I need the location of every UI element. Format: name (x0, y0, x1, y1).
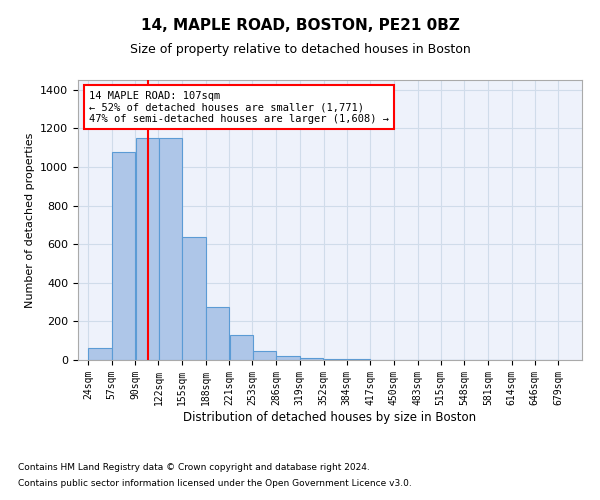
X-axis label: Distribution of detached houses by size in Boston: Distribution of detached houses by size … (184, 410, 476, 424)
Text: Size of property relative to detached houses in Boston: Size of property relative to detached ho… (130, 42, 470, 56)
Bar (136, 138, 159, 360)
Bar (253, 352, 276, 360)
Bar (300, 358, 323, 360)
Text: Contains public sector information licensed under the Open Government Licence v3: Contains public sector information licen… (18, 478, 412, 488)
Text: 14, MAPLE ROAD, BOSTON, PE21 0BZ: 14, MAPLE ROAD, BOSTON, PE21 0BZ (140, 18, 460, 32)
Bar (277, 356, 299, 360)
Bar (230, 335, 253, 360)
Bar (112, 152, 135, 360)
Bar (324, 359, 347, 360)
Bar (88, 348, 112, 360)
Bar (158, 138, 182, 360)
Bar (206, 307, 229, 360)
Bar (182, 238, 206, 360)
Text: 14 MAPLE ROAD: 107sqm
← 52% of detached houses are smaller (1,771)
47% of semi-d: 14 MAPLE ROAD: 107sqm ← 52% of detached … (89, 90, 389, 124)
Y-axis label: Number of detached properties: Number of detached properties (25, 132, 35, 308)
Text: Contains HM Land Registry data © Crown copyright and database right 2024.: Contains HM Land Registry data © Crown c… (18, 464, 370, 472)
